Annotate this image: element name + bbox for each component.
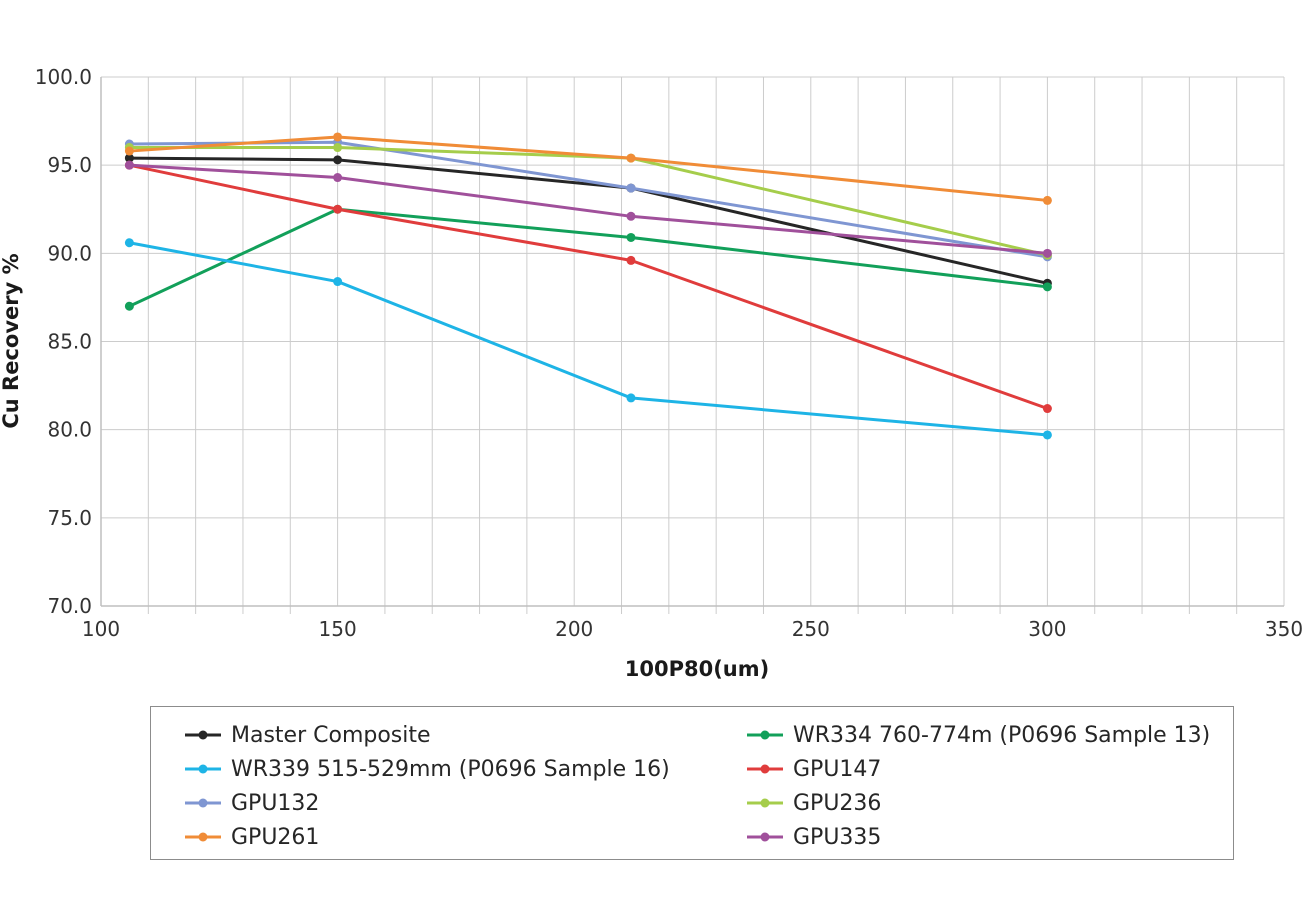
legend-item: GPU236 xyxy=(747,788,881,818)
data-point xyxy=(626,232,636,242)
data-point xyxy=(124,146,134,156)
data-point xyxy=(1042,430,1052,440)
series-line xyxy=(129,163,1048,255)
legend-item: WR339 515-529mm (P0696 Sample 16) xyxy=(185,754,670,784)
data-point xyxy=(626,211,636,221)
legend-label: WR334 760-774m (P0696 Sample 13) xyxy=(793,722,1211,748)
data-point xyxy=(333,277,343,287)
data-point xyxy=(124,160,134,170)
data-point xyxy=(333,155,343,165)
x-tick-label: 200 xyxy=(555,617,593,641)
data-point xyxy=(626,153,636,163)
y-axis-title: Cu Recovery % xyxy=(0,253,23,428)
data-point xyxy=(1042,248,1052,258)
y-tick-label: 90.0 xyxy=(47,241,92,265)
legend-label: Master Composite xyxy=(231,722,431,748)
y-tick-label: 100.0 xyxy=(35,65,92,89)
series-6 xyxy=(124,132,1052,205)
series-7 xyxy=(124,160,1052,258)
legend-swatch xyxy=(747,832,783,842)
data-point xyxy=(124,301,134,311)
legend-label: GPU261 xyxy=(231,824,320,850)
chart-legend: Master Composite WR334 760-774m (P0696 Sa… xyxy=(150,706,1234,860)
legend-swatch xyxy=(747,764,783,774)
series-line xyxy=(129,163,1048,410)
legend-item: GPU132 xyxy=(185,788,319,818)
data-point xyxy=(1042,404,1052,414)
data-point xyxy=(626,255,636,265)
data-point xyxy=(333,132,343,142)
series-line xyxy=(129,135,1048,202)
data-point xyxy=(333,173,343,183)
legend-swatch xyxy=(747,798,783,808)
x-tick-label: 250 xyxy=(792,617,830,641)
series-1 xyxy=(124,204,1052,311)
data-point xyxy=(333,204,343,214)
legend-label: GPU147 xyxy=(793,756,882,782)
legend-item: GPU147 xyxy=(747,754,881,784)
series-3 xyxy=(124,160,1052,414)
x-tick-label: 150 xyxy=(319,617,357,641)
legend-label: WR339 515-529mm (P0696 Sample 16) xyxy=(231,756,670,782)
legend-item: GPU335 xyxy=(747,822,881,852)
data-point xyxy=(626,183,636,193)
legend-swatch xyxy=(185,730,221,740)
data-point xyxy=(124,153,134,163)
series-2 xyxy=(124,238,1052,440)
legend-label: GPU335 xyxy=(793,824,882,850)
y-tick-label: 75.0 xyxy=(47,506,92,530)
legend-item: GPU261 xyxy=(185,822,319,852)
line-chart: 100 150 200 250 300 350 70.0 75.0 80.0 85.0 90.0 95… xyxy=(0,65,1302,681)
legend-swatch xyxy=(185,832,221,842)
x-tick-label: 350 xyxy=(1265,617,1302,641)
series-line xyxy=(129,241,1048,437)
x-tick-label: 100 xyxy=(82,617,120,641)
legend-swatch xyxy=(747,730,783,740)
data-point xyxy=(124,238,134,248)
series-line xyxy=(128,207,1048,308)
data-point xyxy=(626,393,636,403)
data-point xyxy=(1042,195,1052,205)
legend-swatch xyxy=(185,764,221,774)
data-point xyxy=(333,143,343,153)
legend-item: Master Composite xyxy=(185,720,431,750)
y-tick-label: 85.0 xyxy=(47,330,92,354)
legend-label: GPU236 xyxy=(793,790,882,816)
series-lines xyxy=(124,132,1052,440)
legend-item: WR334 760-774m (P0696 Sample 13) xyxy=(747,720,1210,750)
x-tick-label: 300 xyxy=(1028,617,1066,641)
series-line xyxy=(129,156,1048,285)
series-line xyxy=(129,146,1048,257)
legend-label: GPU132 xyxy=(231,790,320,816)
y-tick-label: 70.0 xyxy=(47,594,92,618)
tick-labels: 100 150 200 250 300 350 70.0 75.0 80.0 85.0 90.0 95… xyxy=(35,65,1302,641)
x-axis-title: 100P80(um) xyxy=(625,657,769,681)
data-point xyxy=(1042,282,1052,292)
y-tick-label: 95.0 xyxy=(47,153,92,177)
y-tick-label: 80.0 xyxy=(47,418,92,442)
grid-lines xyxy=(100,76,1285,614)
legend-swatch xyxy=(185,798,221,808)
